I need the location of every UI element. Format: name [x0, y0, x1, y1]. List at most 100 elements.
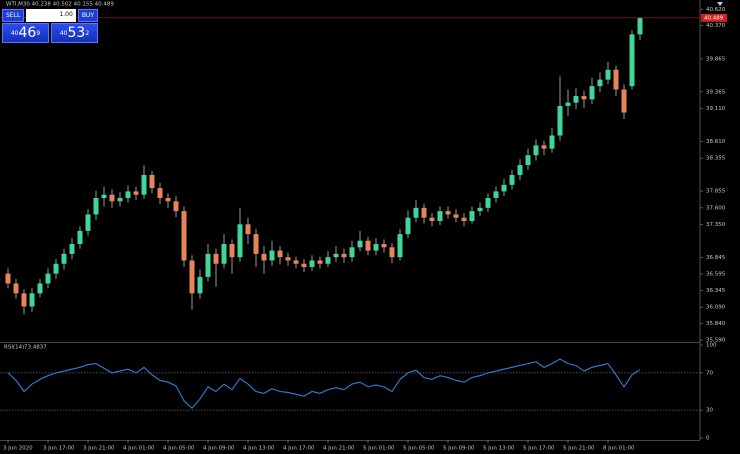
rsi-value: 73.4837 — [24, 345, 47, 351]
candle-body — [85, 214, 91, 231]
candle-body — [429, 217, 435, 222]
bid-price[interactable]: 40 46 9 — [2, 23, 49, 43]
candle-body — [597, 79, 603, 87]
candle-body — [461, 217, 467, 222]
x-tick-label: 3 Jun 17:00 — [43, 446, 75, 452]
y-tick-label: 38.355 — [706, 156, 726, 162]
candle-body — [309, 260, 315, 268]
candle-body — [533, 145, 539, 156]
x-tick-label: 4 Jun 05:00 — [163, 446, 195, 452]
candle-body — [125, 191, 131, 198]
x-tick-label: 3 Jun 21:00 — [83, 446, 115, 452]
candle-body — [613, 69, 619, 90]
ask-price[interactable]: 40 53 2 — [51, 23, 98, 43]
candle-body — [605, 69, 611, 80]
candle-body — [581, 96, 587, 100]
price-row: 40 46 9 40 53 2 — [2, 23, 98, 43]
candle-body — [253, 234, 259, 254]
candle-body — [421, 207, 427, 218]
candle-body — [221, 244, 227, 264]
candle-body — [493, 191, 499, 198]
candle-body — [149, 174, 155, 189]
candle-body — [93, 197, 99, 215]
candle-body — [45, 273, 51, 284]
sell-button[interactable]: SELL — [2, 9, 25, 22]
y-tick-label: 40.370 — [706, 23, 726, 29]
candle-body — [69, 244, 75, 254]
candle-body — [509, 174, 515, 185]
candle-body — [293, 260, 299, 264]
candle-body — [205, 253, 211, 277]
candle-body — [325, 257, 331, 264]
candle-body — [349, 247, 355, 258]
candle-body — [445, 211, 451, 215]
y-tick-label: 36.090 — [706, 305, 726, 311]
y-tick-label: 30 — [706, 408, 713, 414]
candle-body — [181, 211, 187, 261]
candle-body — [333, 253, 339, 258]
y-tick-label: 36.595 — [706, 271, 726, 277]
candle-body — [141, 174, 147, 195]
y-tick-label: 37.600 — [706, 205, 726, 211]
x-tick-label: 4 Jun 21:00 — [323, 446, 355, 452]
candle-body — [565, 102, 571, 106]
price-label: 40.489 — [704, 15, 724, 21]
x-tick-label: 5 Jun 01:00 — [363, 446, 395, 452]
candle-body — [357, 240, 363, 248]
x-tick-label: 5 Jun 17:00 — [523, 446, 555, 452]
candle-body — [197, 276, 203, 294]
candle-body — [165, 197, 171, 202]
candle-body — [637, 17, 643, 35]
ask-sup: 2 — [85, 29, 90, 37]
y-tick-label: 38.610 — [706, 139, 726, 145]
candle-body — [237, 224, 243, 258]
y-tick-label: 100 — [706, 343, 717, 349]
candle-body — [549, 135, 555, 149]
candle-body — [229, 244, 235, 258]
candle-body — [557, 105, 563, 136]
lot-input[interactable]: 1.00 — [26, 9, 76, 22]
candle-body — [485, 197, 491, 208]
buy-button[interactable]: BUY — [77, 9, 98, 22]
candle-body — [341, 253, 347, 258]
y-tick-label: 35.840 — [706, 321, 726, 327]
candle-body — [453, 214, 459, 218]
candle-body — [629, 34, 635, 87]
candle-body — [101, 194, 107, 198]
candle-body — [413, 207, 419, 218]
candle-body — [541, 145, 547, 149]
candle-body — [437, 211, 443, 222]
ask-prefix: 40 — [59, 29, 68, 37]
x-tick-label: 5 Jun 13:00 — [483, 446, 515, 452]
y-tick-label: 36.845 — [706, 255, 726, 261]
candle-body — [77, 230, 83, 245]
x-tick-label: 4 Jun 13:00 — [243, 446, 275, 452]
candle-body — [109, 194, 115, 202]
order-row: SELL 1.00 BUY — [2, 9, 98, 22]
trade-panel: SELL 1.00 BUY 40 46 9 40 53 2 — [2, 9, 98, 43]
x-tick-label: 3 Jun 2020 — [3, 446, 33, 452]
candle-body — [261, 253, 267, 261]
candle-body — [317, 260, 323, 264]
y-tick-label: 35.590 — [706, 338, 726, 344]
candle-body — [397, 234, 403, 258]
x-tick-label: 5 Jun 21:00 — [563, 446, 595, 452]
candle-body — [29, 293, 35, 307]
y-tick-label: 39.865 — [706, 56, 726, 62]
candle-body — [525, 155, 531, 166]
candle-body — [21, 293, 27, 307]
candle-body — [53, 263, 59, 274]
price-label-box — [701, 13, 727, 22]
bid-big: 46 — [18, 25, 37, 41]
y-tick-label: 39.365 — [706, 89, 726, 95]
candle-body — [389, 247, 395, 258]
rsi-title: RSI(14) — [4, 345, 24, 351]
y-tick-label: 37.350 — [706, 222, 726, 228]
y-tick-label: 0 — [706, 436, 710, 442]
x-tick-label: 4 Jun 17:00 — [283, 446, 315, 452]
x-tick-label: 5 Jun 09:00 — [443, 446, 475, 452]
candle-body — [381, 244, 387, 248]
candle-body — [269, 250, 275, 261]
chart-header: WTI,M30 40.238 40.502 40.155 40.489 — [6, 2, 114, 8]
